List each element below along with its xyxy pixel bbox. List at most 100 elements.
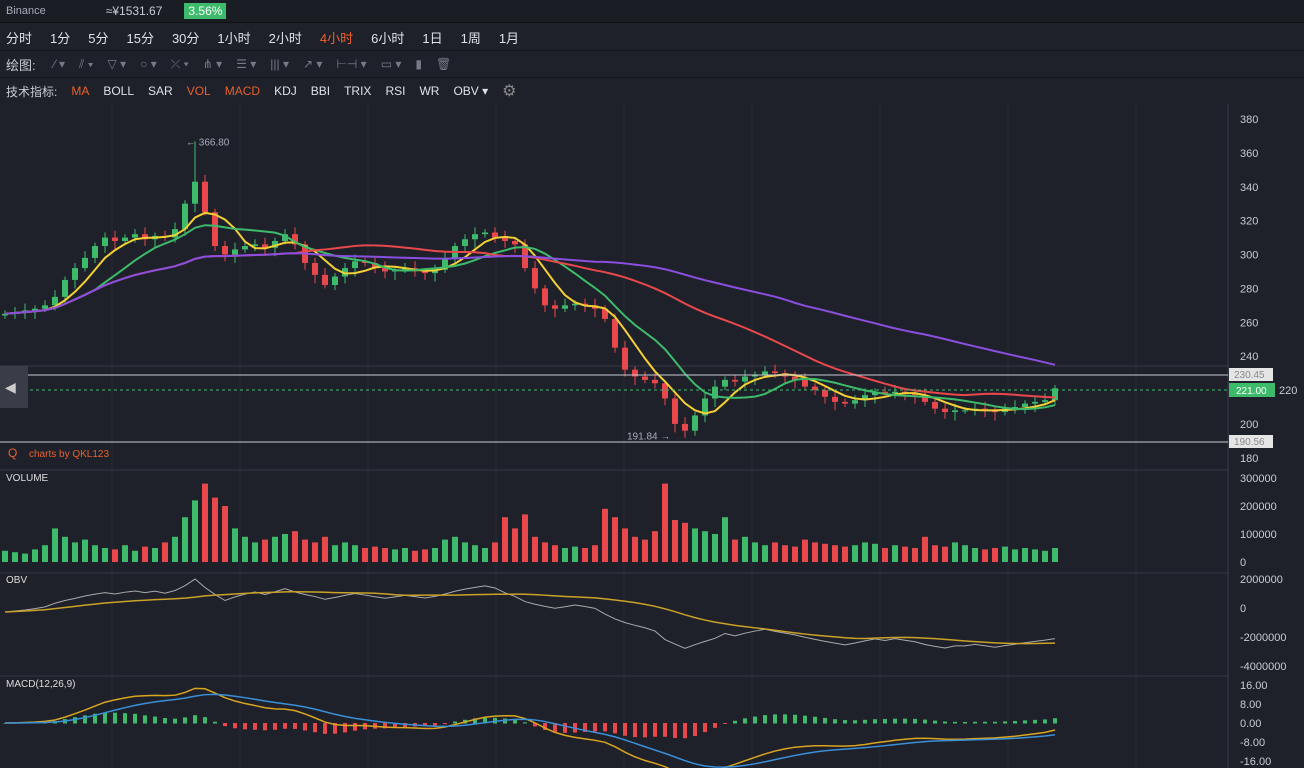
indicator-bbi[interactable]: BBI	[310, 84, 331, 98]
volume-bar	[862, 542, 868, 562]
period-tab[interactable]: 5分	[88, 30, 109, 46]
candle-body	[182, 203, 188, 230]
period-tab[interactable]: 1月	[498, 30, 520, 46]
volume-bar	[282, 534, 288, 562]
fib-icon[interactable]: ☰ ▾	[236, 57, 257, 71]
collapse-panel-button[interactable]	[0, 366, 28, 408]
volume-bar	[1032, 549, 1038, 562]
bar-icon[interactable]: ▮	[415, 57, 422, 71]
volume-bar	[432, 548, 438, 562]
period-tab[interactable]: 30分	[171, 30, 200, 46]
macd-histogram-bar	[933, 720, 937, 724]
volume-bar	[962, 545, 968, 562]
circle-icon[interactable]: ○ ▾	[140, 57, 157, 71]
candle-body	[882, 391, 888, 394]
candle-body	[492, 232, 498, 238]
period-tab[interactable]: 15分	[126, 30, 154, 46]
indicator-trix[interactable]: TRIX	[344, 84, 372, 98]
macd-histogram-bar	[853, 720, 857, 724]
vertical-lines-icon[interactable]: ||| ▾	[270, 57, 289, 71]
volume-bar	[472, 545, 478, 562]
candle-body	[2, 313, 8, 316]
candle-body	[292, 234, 298, 245]
indicator-obv[interactable]: OBV ▾	[453, 84, 489, 98]
indicator-kdj[interactable]: KDJ	[274, 84, 297, 98]
candle-body	[212, 212, 218, 247]
candle-body	[732, 379, 738, 382]
chart-area[interactable]: 180 200 220 240 260 280 300 320 340 360 380 ← 366.8…	[0, 104, 1304, 768]
macd-histogram-bar	[143, 715, 147, 724]
volume-bar	[732, 539, 738, 562]
volume-bar	[442, 539, 448, 562]
volume-bar	[402, 548, 408, 562]
price-tick: 260	[1240, 317, 1258, 329]
measure-icon[interactable]: ⊢⊣ ▾	[336, 57, 367, 71]
period-tab[interactable]: 1分	[50, 30, 71, 46]
macd-histogram-bar	[923, 719, 927, 724]
cross-icon[interactable]: ⤫ ▾	[170, 57, 189, 71]
volume-bar	[112, 549, 118, 562]
ticker-header: Binance ≈¥1531.67 3.56%	[0, 0, 1304, 23]
macd-histogram-bar	[343, 723, 347, 733]
candle-body	[832, 396, 838, 402]
candle-body	[662, 383, 668, 399]
volume-bar	[912, 548, 918, 562]
candle-body	[72, 268, 78, 280]
macd-histogram-bar	[333, 723, 337, 734]
candle-body	[442, 257, 448, 270]
volume-bar	[832, 545, 838, 562]
candle-body	[132, 234, 138, 238]
volume-bar	[232, 528, 238, 562]
period-tab[interactable]: 6小时	[371, 30, 405, 46]
macd-histogram-bar	[603, 723, 607, 732]
macd-histogram-bar	[473, 718, 477, 724]
indicator-vol[interactable]: VOL	[186, 84, 211, 98]
macd-histogram-bar	[123, 713, 127, 724]
settings-gear-icon[interactable]: ⚙	[502, 83, 517, 100]
volume-bar	[532, 536, 538, 562]
indicator-macd[interactable]: MACD	[224, 84, 261, 98]
candle-body	[382, 268, 388, 272]
indicator-ma[interactable]: MA	[71, 84, 90, 98]
obv-ma-line	[4, 590, 1056, 645]
volume-bar	[722, 517, 728, 562]
volume-bar	[122, 545, 128, 562]
pitchfork-icon[interactable]: ⋔ ▾	[202, 57, 223, 71]
change-badge: 3.56%	[184, 3, 227, 19]
triangle-icon[interactable]: ▽ ▾	[107, 57, 127, 71]
macd-histogram-bar	[863, 719, 867, 724]
candle-body	[532, 268, 538, 289]
period-tab[interactable]: 分时	[6, 30, 33, 46]
period-tab[interactable]: 1周	[460, 30, 481, 46]
macd-histogram-bar	[433, 723, 437, 726]
line-icon[interactable]: ⁄ ▾	[53, 57, 65, 71]
comment-icon[interactable]: ▭ ▾	[380, 57, 402, 71]
macd-tick: 0.00	[1240, 718, 1261, 730]
volume-bar	[92, 545, 98, 562]
macd-histogram-bar	[893, 718, 897, 724]
period-tab[interactable]: 1日	[422, 30, 443, 46]
period-tab[interactable]: 4小时	[319, 30, 354, 46]
candle-body	[722, 379, 728, 387]
candle-body	[742, 376, 748, 382]
indicator-rsi[interactable]: RSI	[385, 84, 406, 98]
volume-bar	[192, 500, 198, 562]
candle-body	[622, 347, 628, 370]
macd-histogram-bar	[543, 723, 547, 730]
price-cny: ≈¥1531.67	[105, 4, 163, 18]
ma10-line	[4, 224, 1056, 411]
trash-icon[interactable]: 🗑	[436, 57, 452, 71]
macd-histogram-bar	[803, 715, 807, 724]
macd-histogram-bar	[703, 723, 707, 733]
parallel-line-icon[interactable]: ⫽ ▾	[79, 57, 94, 71]
candle-body	[942, 408, 948, 413]
arrow-icon[interactable]: ↗ ▾	[303, 57, 323, 71]
indicator-sar[interactable]: SAR	[148, 84, 173, 98]
period-tab[interactable]: 2小时	[268, 30, 302, 46]
volume-bar	[512, 528, 518, 562]
indicator-wr[interactable]: WR	[419, 84, 440, 98]
period-tab[interactable]: 1小时	[217, 30, 251, 46]
macd-histogram-bar	[753, 716, 757, 724]
volume-bar	[162, 542, 168, 562]
indicator-boll[interactable]: BOLL	[103, 84, 135, 98]
